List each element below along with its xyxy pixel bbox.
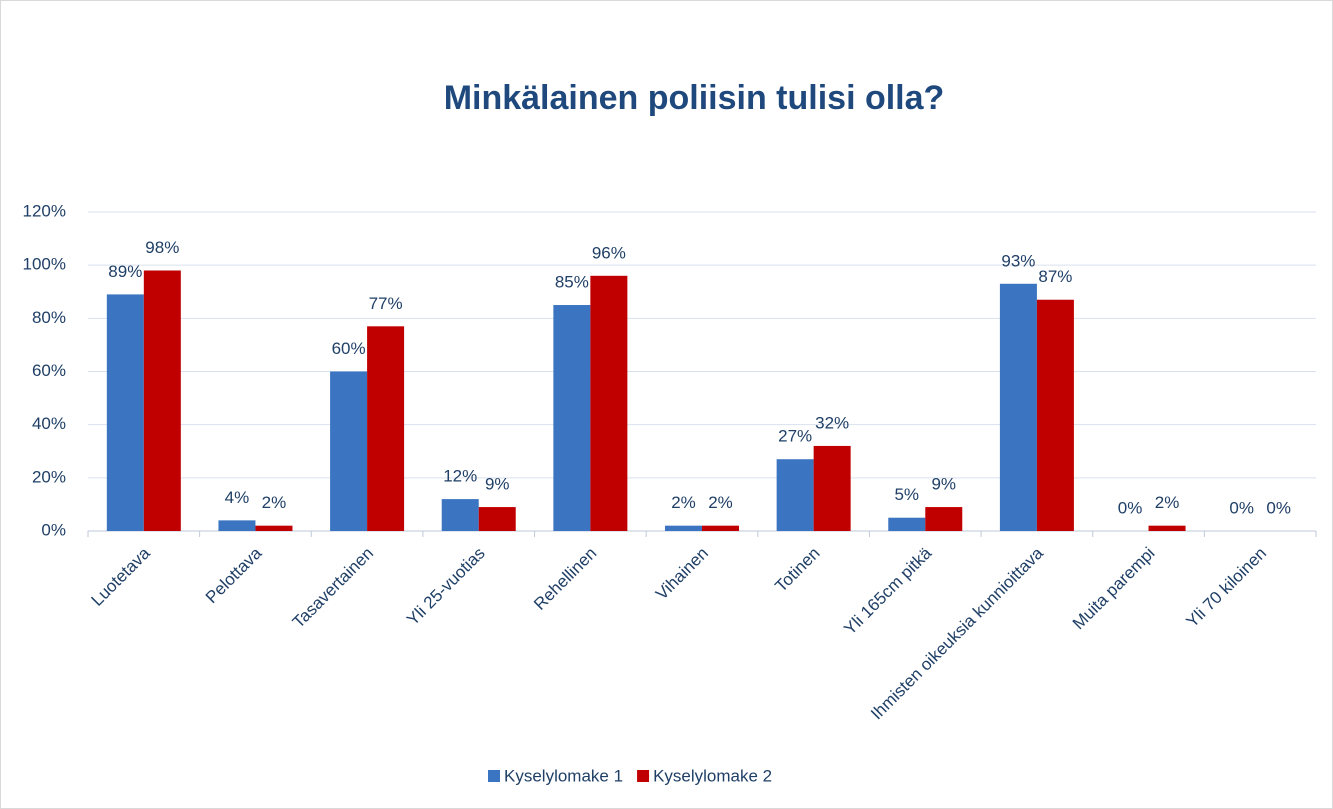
bar [925, 507, 963, 531]
data-label: 96% [592, 243, 626, 262]
data-label: 32% [815, 413, 849, 432]
bar [218, 520, 256, 531]
bar [367, 326, 405, 531]
chart-title: Minkälainen poliisin tulisi olla? [444, 79, 945, 117]
data-label: 2% [1155, 493, 1180, 512]
legend-label: Kyselylomake 2 [653, 766, 772, 785]
data-label: 98% [145, 238, 179, 257]
data-label: 2% [708, 493, 733, 512]
data-label: 27% [778, 427, 812, 446]
legend-label: Kyselylomake 1 [504, 766, 623, 785]
bar [255, 525, 293, 531]
bar [441, 499, 479, 531]
data-label: 4% [225, 488, 250, 507]
y-tick-label: 0% [41, 520, 66, 539]
bar [143, 270, 181, 531]
bar [999, 283, 1037, 531]
data-label: 2% [262, 493, 287, 512]
y-tick-label: 80% [32, 308, 66, 327]
bar [553, 305, 591, 531]
bar [590, 275, 628, 531]
data-label: 5% [894, 485, 919, 504]
data-label: 12% [443, 467, 477, 486]
data-label: 77% [369, 294, 403, 313]
bar [478, 507, 516, 531]
bar [776, 459, 814, 531]
y-tick-label: 100% [23, 255, 66, 274]
data-label: 93% [1001, 251, 1035, 270]
data-label: 0% [1229, 498, 1254, 517]
data-label: 9% [485, 475, 510, 494]
bar [330, 371, 368, 531]
data-label: 60% [332, 339, 366, 358]
data-label: 2% [671, 493, 696, 512]
bar [1148, 525, 1186, 531]
y-tick-label: 20% [32, 467, 66, 486]
y-tick-label: 40% [32, 414, 66, 433]
bar [813, 445, 851, 531]
data-label: 0% [1266, 498, 1291, 517]
legend-swatch [488, 770, 500, 782]
bar [665, 525, 702, 531]
bar [106, 294, 144, 531]
y-tick-label: 120% [23, 201, 66, 220]
data-label: 9% [931, 475, 956, 494]
data-label: 85% [555, 273, 589, 292]
bar [888, 517, 926, 531]
y-tick-label: 60% [32, 361, 66, 380]
data-label: 89% [108, 262, 142, 281]
data-label: 0% [1118, 498, 1143, 517]
bar [702, 525, 739, 531]
bar [1036, 299, 1074, 531]
legend-swatch [637, 770, 650, 782]
data-label: 87% [1038, 267, 1072, 286]
